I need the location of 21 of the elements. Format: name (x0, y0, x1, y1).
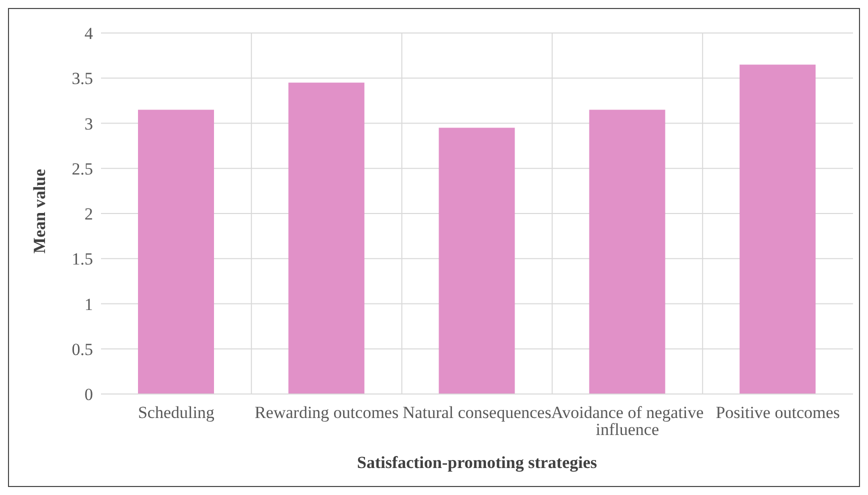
bar (438, 128, 515, 394)
x-axis-title: Satisfaction-promoting strategies (356, 453, 598, 472)
y-tick-label: 0 (84, 385, 93, 404)
bar (589, 110, 666, 394)
bar (288, 82, 364, 394)
y-tick-label: 3 (84, 114, 93, 134)
x-tick-label: Scheduling (138, 403, 215, 422)
x-tick-label: Natural consequences (402, 403, 552, 422)
y-tick-label: 3.5 (72, 69, 93, 88)
bar (740, 64, 816, 394)
x-tick-label: Positive outcomes (716, 403, 840, 422)
y-tick-label: 1 (84, 294, 93, 314)
y-tick-label: 0.5 (72, 340, 93, 359)
bar (138, 110, 214, 394)
y-tick-label: 2.5 (72, 159, 93, 178)
y-tick-label: 2 (84, 204, 93, 224)
x-tick-label: Avoidance of negative influence (551, 403, 704, 440)
y-tick-label: 4 (84, 24, 94, 44)
x-tick-label: Rewarding outcomes (254, 403, 399, 422)
y-tick-label: 1.5 (72, 250, 93, 269)
y-axis-title: Mean value (30, 168, 50, 254)
